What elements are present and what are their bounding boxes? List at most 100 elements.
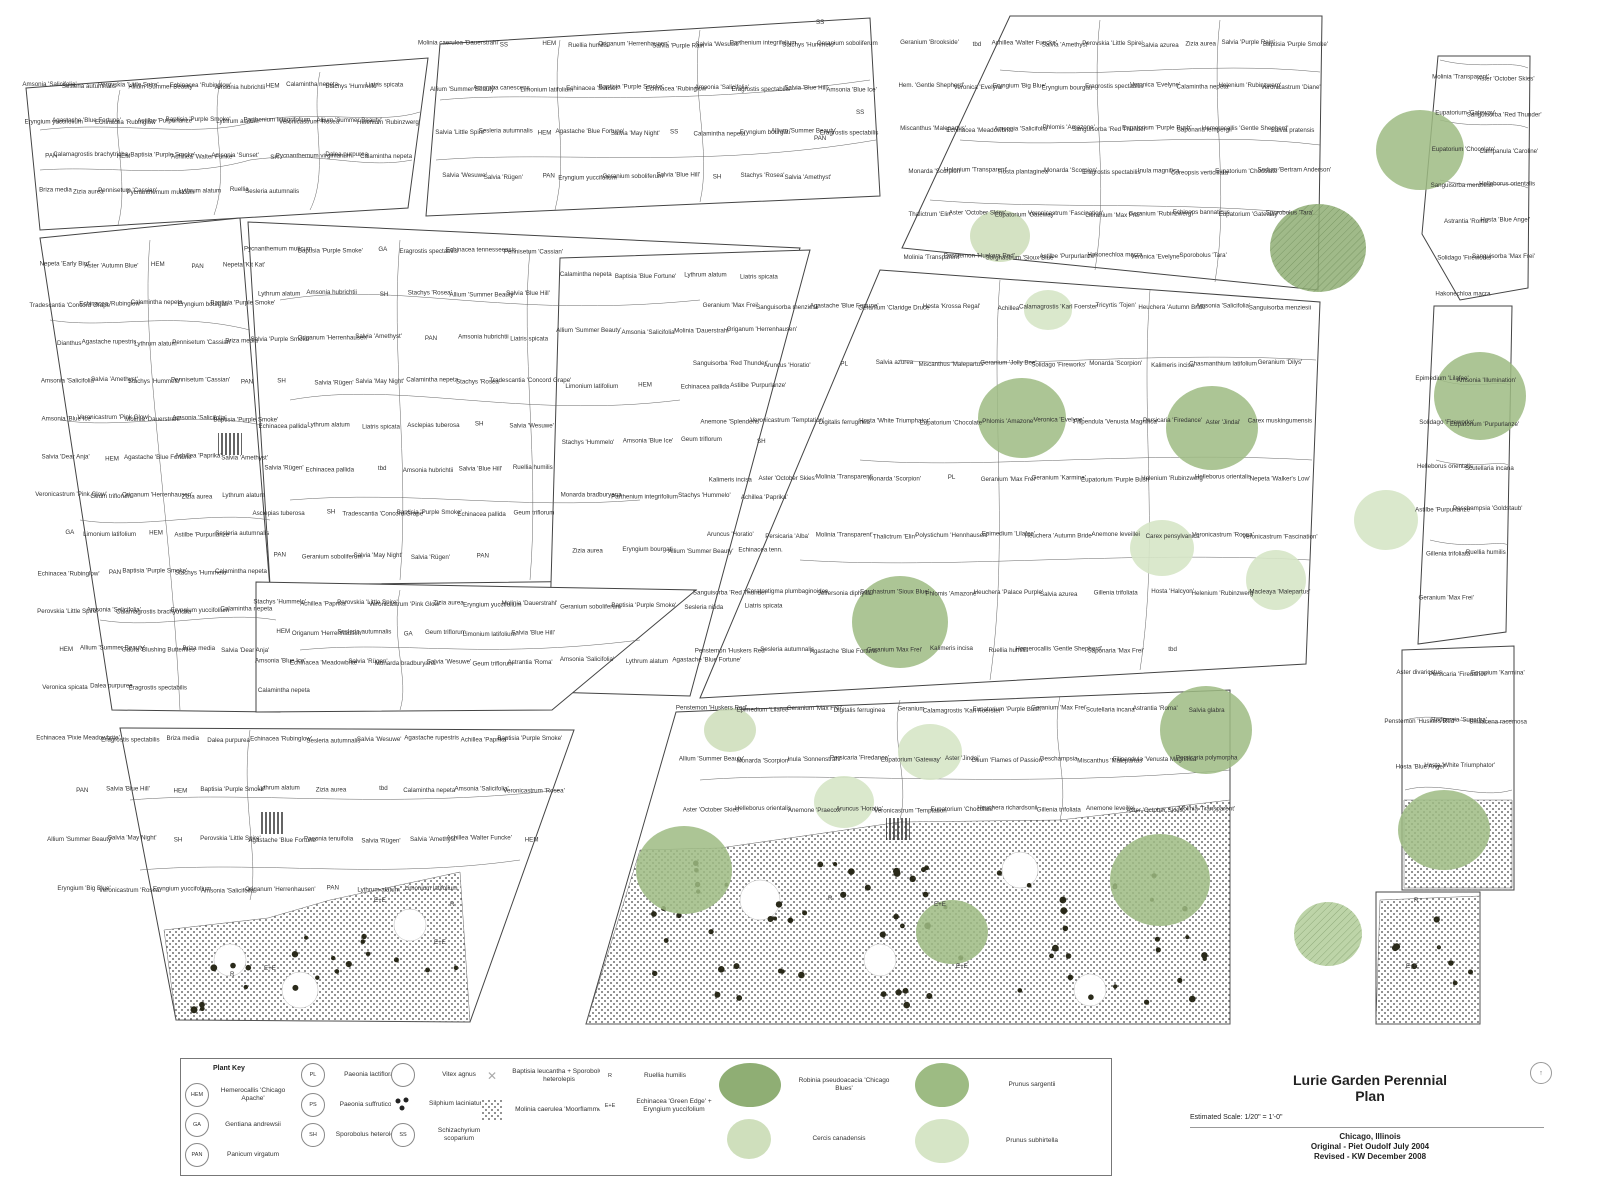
plant-label: Hosta 'Krossa Regal' <box>923 303 980 310</box>
plant-label: Helenium 'Rubinzwerg' <box>357 119 420 126</box>
silphium-dot <box>345 961 352 968</box>
plant-label: Molinia 'Transparent' <box>816 474 873 481</box>
plant-label: Geum 'Flames of Passion' <box>971 757 1043 764</box>
plant-label: Calamintha nepeta <box>560 271 612 278</box>
plant-label: Salvia 'Blue Hill' <box>106 786 150 793</box>
plant-label: Sesleria autumnalis <box>215 530 269 537</box>
plant-label: Helleborus orientalis <box>735 805 791 812</box>
plant-label: Liatris spicata <box>740 274 778 281</box>
key-label: Ruellia humilis <box>644 1072 686 1079</box>
plant-label: Tradescantia 'Concord Grape' <box>489 377 571 384</box>
silphium-dot <box>840 891 847 898</box>
silphium-dot <box>676 912 682 919</box>
plant-label: Helenium 'Transparent' <box>944 166 1007 173</box>
silphium-dot <box>900 923 905 929</box>
plant-label: PAN <box>477 553 489 560</box>
clearing <box>281 971 319 1009</box>
plant-label: Calamagrostis 'Karl Foerster' <box>1019 304 1098 311</box>
plant-label: Calamintha nepeta <box>131 299 183 306</box>
silphium-dot <box>1017 988 1023 993</box>
plant-label: Molinia 'Dauerstrahl' <box>502 600 558 607</box>
silphium-dot <box>1155 947 1161 953</box>
plant-label: Agastache 'Blue Fortune' <box>810 648 879 655</box>
plant-label: Salvia 'Amethyst' <box>785 174 832 181</box>
tree-prunus-sargentii <box>1398 790 1490 870</box>
plant-label: PAN <box>241 379 253 386</box>
plan-code: E+E <box>1406 963 1418 970</box>
plant-label: Salvia azurea <box>876 359 914 366</box>
plant-label: Salvia 'Rügen' <box>264 465 303 472</box>
plan-title-line1: Lurie Garden Perennial <box>1292 1072 1448 1088</box>
bed-northeast-1 <box>901 15 1323 291</box>
plant-label: SH <box>380 291 389 298</box>
plant-label: Salvia 'Purple Rain' <box>1221 39 1274 46</box>
plant-label: Monarda 'Scorpion' <box>868 476 921 483</box>
plant-label: PAN <box>191 263 203 270</box>
plant-label: Geranium 'Karmina' <box>1032 475 1086 482</box>
plant-label: Ruellia humilis <box>988 647 1028 654</box>
key-symbol: PS <box>301 1093 325 1117</box>
plant-label: Pycnanthemum muticum <box>126 189 194 196</box>
plant-label: Echinacea 'Meadowbrite' <box>290 659 358 666</box>
tree-robinia-hatch <box>1270 204 1366 292</box>
plant-label: SH <box>713 174 722 181</box>
plant-label: Echinacea tenn. <box>738 547 783 554</box>
plant-label: Pennisetum 'Cassian' <box>504 248 563 255</box>
plant-label: Achillea 'Walter Funke' <box>171 154 233 161</box>
plant-label: Sorghastrum 'Sioux Blue' <box>860 588 929 595</box>
plant-label: Limonium latifolium <box>520 87 573 94</box>
plant-label: Eragrostis spectabilis <box>399 248 457 255</box>
plant-label: Veronica spicata <box>42 684 88 691</box>
plant-label: Salvia 'Rügen' <box>348 658 387 665</box>
key-item-paeonia-lactiflora: PL Paeonia lactiflora <box>301 1063 405 1087</box>
plant-label: Achillea 'Walter Funcke' <box>446 835 511 842</box>
bed-east-central <box>699 269 1321 699</box>
plant-label: Amsonia 'Salicifolia' <box>560 656 614 663</box>
plant-label: PL <box>840 361 848 368</box>
silphium-dot <box>718 966 725 973</box>
plant-label: Sanguisorba menziesii <box>756 304 818 311</box>
plant-label: Hem. 'Gentle Shepherd' <box>898 82 964 89</box>
plant-label: Pennisetum 'Cassian' <box>98 187 157 194</box>
plant-label: Molinia 'Transparent' <box>1178 806 1235 813</box>
plant-label: PAN <box>109 569 121 576</box>
silphium-dot <box>292 984 299 991</box>
silphium-dots-icon <box>391 1093 413 1115</box>
plant-label: Allium 'Summer Beauty' <box>668 548 733 555</box>
plant-label: Hosta 'Blue Angel' <box>1396 764 1446 771</box>
plant-label: Digitalis ferruginea <box>819 419 871 426</box>
key-label: Panicum virgatum <box>226 1151 280 1158</box>
plant-label: Veronicastrum 'Pink Glow' <box>77 414 148 421</box>
plant-label: Deschampsia <box>1040 756 1078 763</box>
key-label: Sporobolus heterolepis <box>335 1131 403 1138</box>
plant-label: Eupatorium 'Chocolate' <box>920 419 984 426</box>
tree-prunus-sargentii <box>636 826 732 914</box>
silphium-dot <box>833 862 838 867</box>
plant-label: Geranium 'Karmina' <box>1470 669 1524 676</box>
plan-code: SS <box>816 19 824 26</box>
plant-label: Salvia 'Wesuwe' <box>427 658 472 665</box>
plant-label: Persicaria 'Firedance' <box>1429 671 1488 678</box>
plant-label: Thalictrum 'Elin' <box>908 211 951 218</box>
plant-label: Hakonechloa macra <box>1435 291 1491 298</box>
plant-label: Agastache 'Blue Fortune' <box>810 303 879 310</box>
key-item-cercis: Cercis canadensis <box>719 1119 889 1159</box>
plant-label: Molinia 'Dauerstrahl' <box>125 416 181 423</box>
plant-label: Kalimeris incisa <box>930 645 974 652</box>
plant-label: Solidago 'Fireworks' <box>1437 254 1492 261</box>
silphium-dot <box>199 1006 205 1012</box>
plant-label: Geranium 'Dilys' <box>1258 359 1303 366</box>
plant-label: Phlomis 'Amazone' <box>982 418 1034 425</box>
plant-label: Calamagrostis brachytricha <box>116 609 192 616</box>
plant-label: Geranium 'Max Frei' <box>1085 212 1140 219</box>
plant-label: Astilbe 'Purpurlanze' <box>1415 507 1471 514</box>
plant-label: Pycnanthemum muticum <box>244 245 312 252</box>
plant-label: Baptisia 'Purple Smoke' <box>130 152 195 159</box>
plant-label: Stachys 'Rosea' <box>741 172 785 179</box>
plant-label: Stachys 'Hummelo' <box>562 439 615 446</box>
clearing <box>863 943 897 977</box>
plant-label: Eryngium bourgati <box>740 129 790 136</box>
plant-label: Parthenium integrifolium <box>730 40 797 47</box>
plant-label: Echinacea 'Rubinglow' <box>79 301 141 308</box>
plant-label: Baptisia 'Purple Smoke' <box>1263 41 1328 48</box>
